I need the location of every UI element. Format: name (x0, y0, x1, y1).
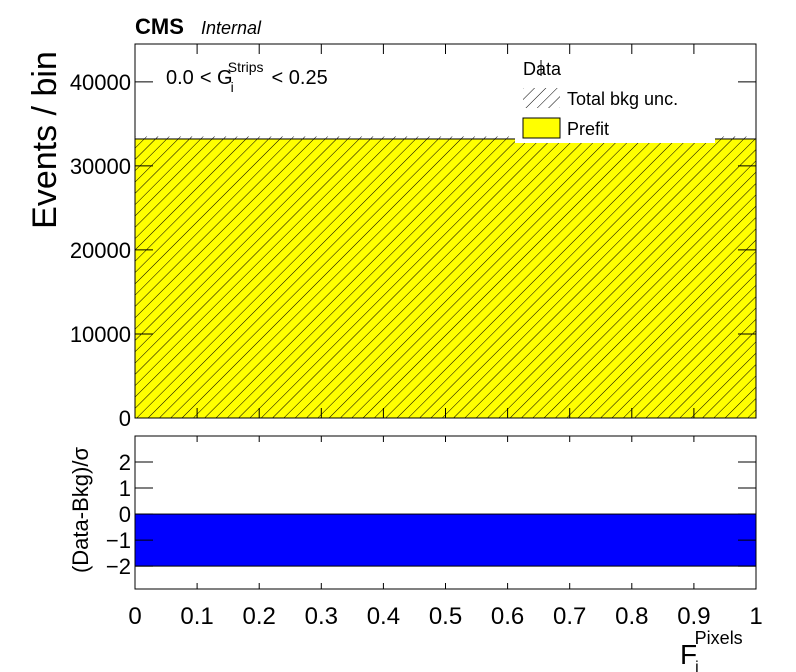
legend-swatch (522, 117, 561, 139)
x-tick-label: 0.8 (615, 603, 648, 630)
bar (134, 513, 757, 567)
y-tick-label: 1 (119, 476, 131, 501)
y-axis-label: (Data-Bkg)/σ (68, 447, 93, 573)
y-tick-label: 30000 (70, 154, 131, 179)
y-tick-label: 0 (119, 406, 131, 431)
x-tick-label: 0.1 (180, 603, 213, 630)
x-tick-label: 0.9 (677, 603, 710, 630)
annotation: 0.0 < Gi Strips < 0.25 (166, 59, 328, 95)
x-tick-label: 0.7 (553, 603, 586, 630)
status: Internal (201, 18, 262, 38)
x-tick-label: 0.4 (367, 603, 400, 630)
x-label-base: F (680, 639, 697, 670)
legend-swatch (523, 88, 560, 108)
x-tick-label: 0.5 (429, 603, 462, 630)
y-tick-label: 0 (119, 502, 131, 527)
experiment: CMS (135, 14, 184, 39)
x-axis-label: Fi Pixels (680, 628, 743, 672)
y-tick-label: 2 (119, 450, 131, 475)
legend-label: Prefit (567, 119, 609, 139)
annotation-sup: Strips (228, 59, 264, 75)
y-tick-label: 10000 (70, 322, 131, 347)
annotation-var: < G (200, 67, 233, 89)
x-label-sub: i (695, 659, 699, 672)
annotation-lower: 0.0 (166, 67, 194, 89)
legend-label: Total bkg unc. (567, 89, 678, 109)
x-tick-label: 0.2 (243, 603, 276, 630)
y-tick-label: 20000 (70, 238, 131, 263)
uncertainty-band (135, 136, 756, 418)
legend-label: Data (523, 59, 562, 79)
y-tick-label: 40000 (70, 70, 131, 95)
annotation-upper: < 0.25 (272, 67, 328, 89)
x-tick-label: 0.6 (491, 603, 524, 630)
x-tick-label: 0 (128, 603, 141, 630)
y-tick-label: −2 (106, 554, 131, 579)
y-tick-label: −1 (106, 528, 131, 553)
annotation-sub: i (231, 79, 234, 95)
y-axis-label: Events / bin (26, 51, 64, 229)
x-tick-label: 0.3 (305, 603, 338, 630)
x-tick-label: 1 (749, 603, 762, 630)
x-label-sup: Pixels (695, 628, 743, 648)
